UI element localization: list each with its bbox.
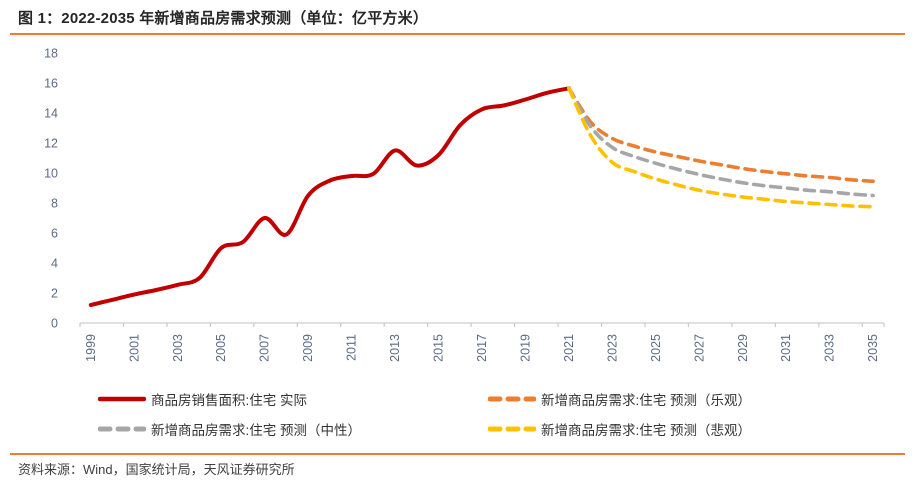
svg-text:2003: 2003 [171, 334, 185, 362]
svg-text:2011: 2011 [345, 334, 359, 361]
source-note: 资料来源：Wind，国家统计局，天风证券研究所 [18, 462, 295, 477]
legend-label: 新增商品房需求:住宅 预测（中性） [151, 423, 362, 438]
svg-text:4: 4 [51, 257, 58, 271]
dashed-line-marker [488, 396, 536, 402]
svg-text:2029: 2029 [736, 334, 750, 362]
chart-legend: 商品房销售面积:住宅 实际 新增商品房需求:住宅 预测（乐观） 新增商品房需求:… [98, 384, 915, 444]
svg-text:2001: 2001 [127, 334, 141, 362]
footer-divider [10, 453, 905, 455]
figure-title: 图 1：2022-2035 年新增商品房需求预测（单位：亿平方米） [18, 10, 429, 27]
svg-text:2035: 2035 [866, 334, 880, 362]
legend-label: 新增商品房需求:住宅 预测（悲观） [541, 423, 752, 438]
svg-text:2019: 2019 [518, 334, 532, 362]
legend-item-pessimistic: 新增商品房需求:住宅 预测（悲观） [488, 419, 915, 439]
svg-text:2027: 2027 [692, 334, 706, 362]
svg-text:2031: 2031 [779, 334, 793, 362]
legend-item-optimistic: 新增商品房需求:住宅 预测（乐观） [488, 389, 915, 409]
line-chart: 0 2 4 6 8 10 12 14 16 18 1999 2001 2003 2005 2007 2009 2… [44, 47, 885, 362]
title-divider [10, 33, 905, 35]
legend-label: 商品房销售面积:住宅 实际 [151, 393, 308, 408]
svg-text:2013: 2013 [388, 334, 402, 362]
svg-text:1999: 1999 [84, 334, 98, 362]
solid-line-marker [98, 396, 146, 402]
svg-text:2007: 2007 [258, 334, 272, 362]
legend-item-neutral: 新增商品房需求:住宅 预测（中性） [98, 419, 488, 439]
svg-text:2017: 2017 [475, 334, 489, 362]
svg-text:2033: 2033 [823, 334, 837, 362]
svg-text:8: 8 [51, 197, 58, 211]
svg-text:2015: 2015 [432, 334, 446, 362]
svg-text:2025: 2025 [649, 334, 663, 362]
svg-text:2009: 2009 [301, 334, 315, 362]
svg-text:2023: 2023 [605, 334, 619, 362]
dashed-line-marker [488, 426, 536, 432]
svg-text:10: 10 [44, 167, 58, 181]
legend-item-actual: 商品房销售面积:住宅 实际 [98, 389, 488, 409]
svg-text:2: 2 [51, 287, 58, 301]
svg-text:16: 16 [44, 77, 58, 91]
svg-text:18: 18 [44, 47, 58, 61]
svg-text:0: 0 [51, 317, 58, 331]
svg-text:6: 6 [51, 227, 58, 241]
legend-label: 新增商品房需求:住宅 预测（乐观） [541, 393, 752, 408]
dashed-line-marker [98, 426, 146, 432]
svg-text:14: 14 [44, 107, 58, 121]
svg-text:12: 12 [44, 137, 58, 151]
svg-text:2021: 2021 [562, 334, 576, 362]
svg-text:2005: 2005 [214, 334, 228, 362]
